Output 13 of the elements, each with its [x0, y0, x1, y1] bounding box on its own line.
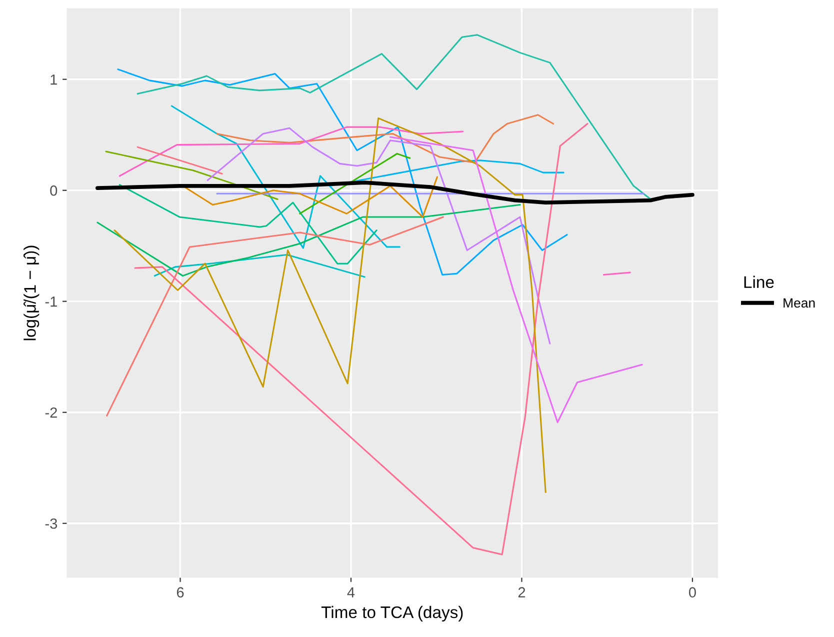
x-tick-label: 6 [176, 587, 184, 598]
legend-title: Line [744, 276, 774, 288]
y-tick-label: 1 [50, 74, 57, 85]
y-axis-title: log(μ̂/(1 − μ̂)) [24, 246, 40, 340]
y-tick-label: 0 [50, 185, 58, 196]
legend-label: Mean [784, 298, 815, 308]
y-tick-label: -2 [45, 407, 57, 418]
x-tick-label: 2 [518, 587, 526, 598]
y-tick-label: -1 [45, 296, 57, 307]
x-tick-label: 0 [688, 587, 696, 598]
x-tick-label: 4 [347, 587, 355, 598]
y-tick-label: -3 [45, 518, 58, 529]
x-axis-title: Time to TCA (days) [321, 606, 463, 622]
